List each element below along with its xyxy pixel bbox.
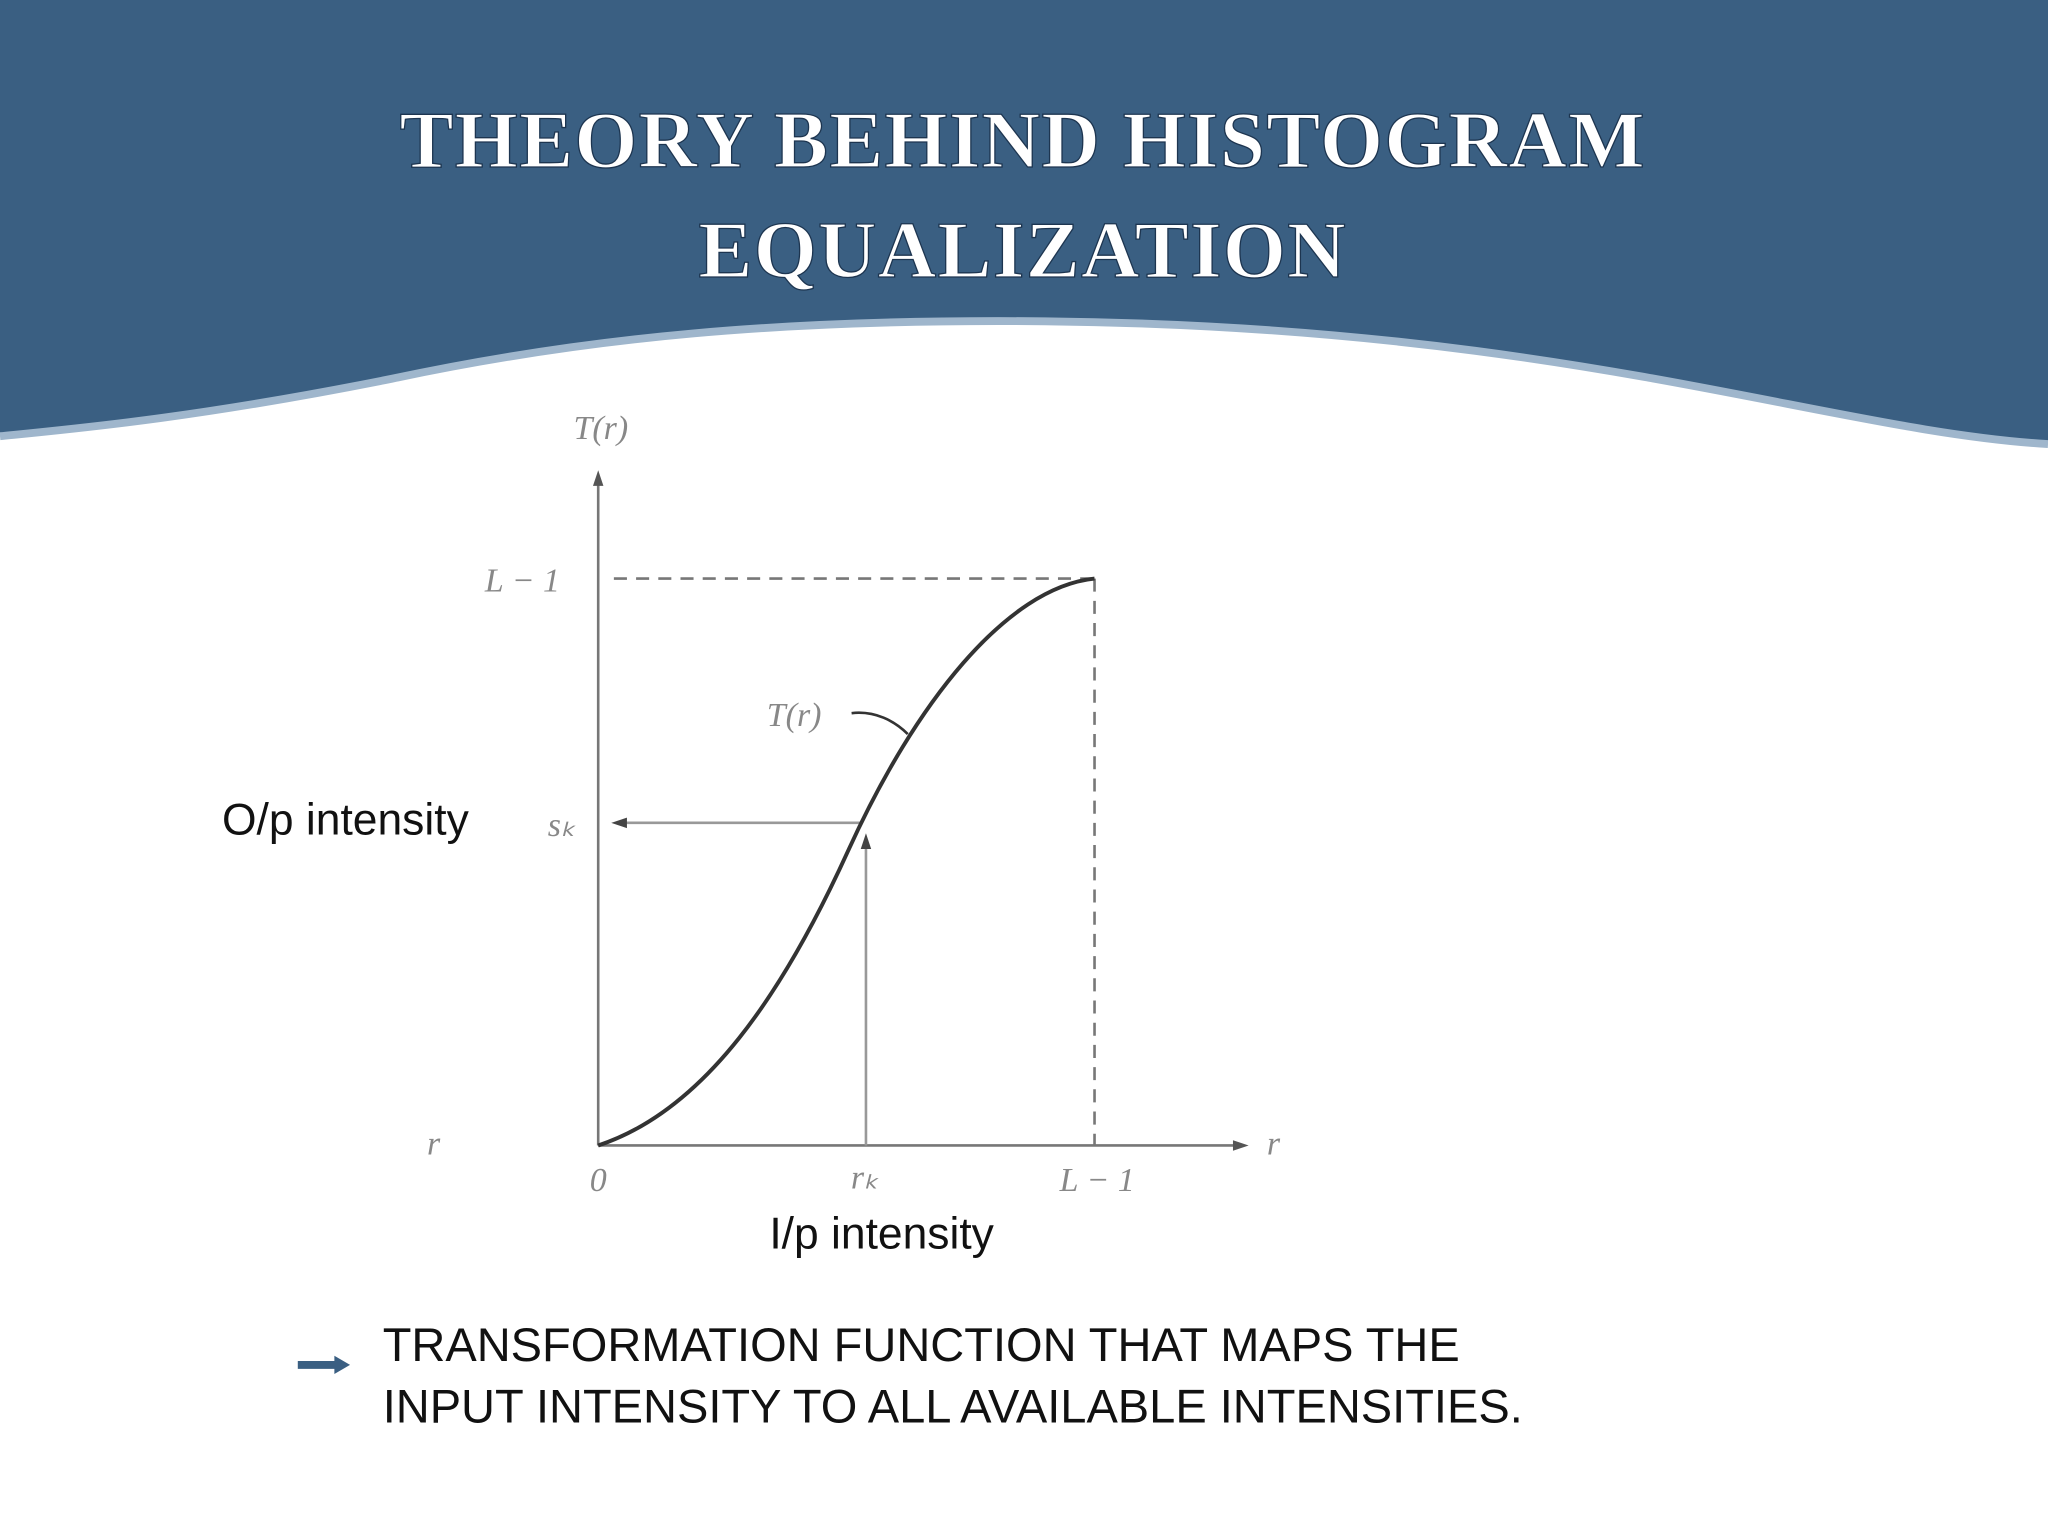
arrowhead bbox=[1232, 1140, 1249, 1151]
bullet-line: TRANSFORMATION FUNCTION THAT MAPS THE bbox=[383, 1318, 1460, 1371]
y-axis-label: T(r) bbox=[573, 410, 628, 447]
bullet-line: INPUT INTENSITY TO ALL AVAILABLE INTENSI… bbox=[383, 1379, 1523, 1432]
curve bbox=[597, 576, 1095, 1148]
input-annotation: I/p intensity bbox=[769, 1210, 994, 1259]
y-mark-label: sₖ bbox=[548, 807, 576, 844]
curve-label: T(r) bbox=[767, 697, 822, 734]
arrowhead bbox=[611, 817, 627, 829]
x-axis-label: r bbox=[1267, 1126, 1281, 1163]
title-line: THEORY BEHIND HISTOGRAM bbox=[399, 95, 1645, 185]
bullet-arrow bbox=[297, 1355, 351, 1375]
diagram bbox=[592, 470, 1249, 1151]
title-line: EQUALIZATION bbox=[698, 205, 1347, 295]
arrowhead bbox=[592, 470, 604, 486]
x-mark-label: rₖ bbox=[851, 1160, 879, 1197]
output-annotation: O/p intensity bbox=[222, 796, 470, 845]
origin-label: 0 bbox=[590, 1162, 607, 1199]
leader bbox=[851, 711, 909, 735]
y-top-label: L − 1 bbox=[484, 563, 560, 600]
left-label: r bbox=[427, 1126, 441, 1163]
header-band bbox=[0, 0, 2048, 445]
x-end-label: L − 1 bbox=[1059, 1162, 1135, 1199]
arrowhead bbox=[860, 833, 872, 849]
header-wave bbox=[0, 317, 2048, 448]
